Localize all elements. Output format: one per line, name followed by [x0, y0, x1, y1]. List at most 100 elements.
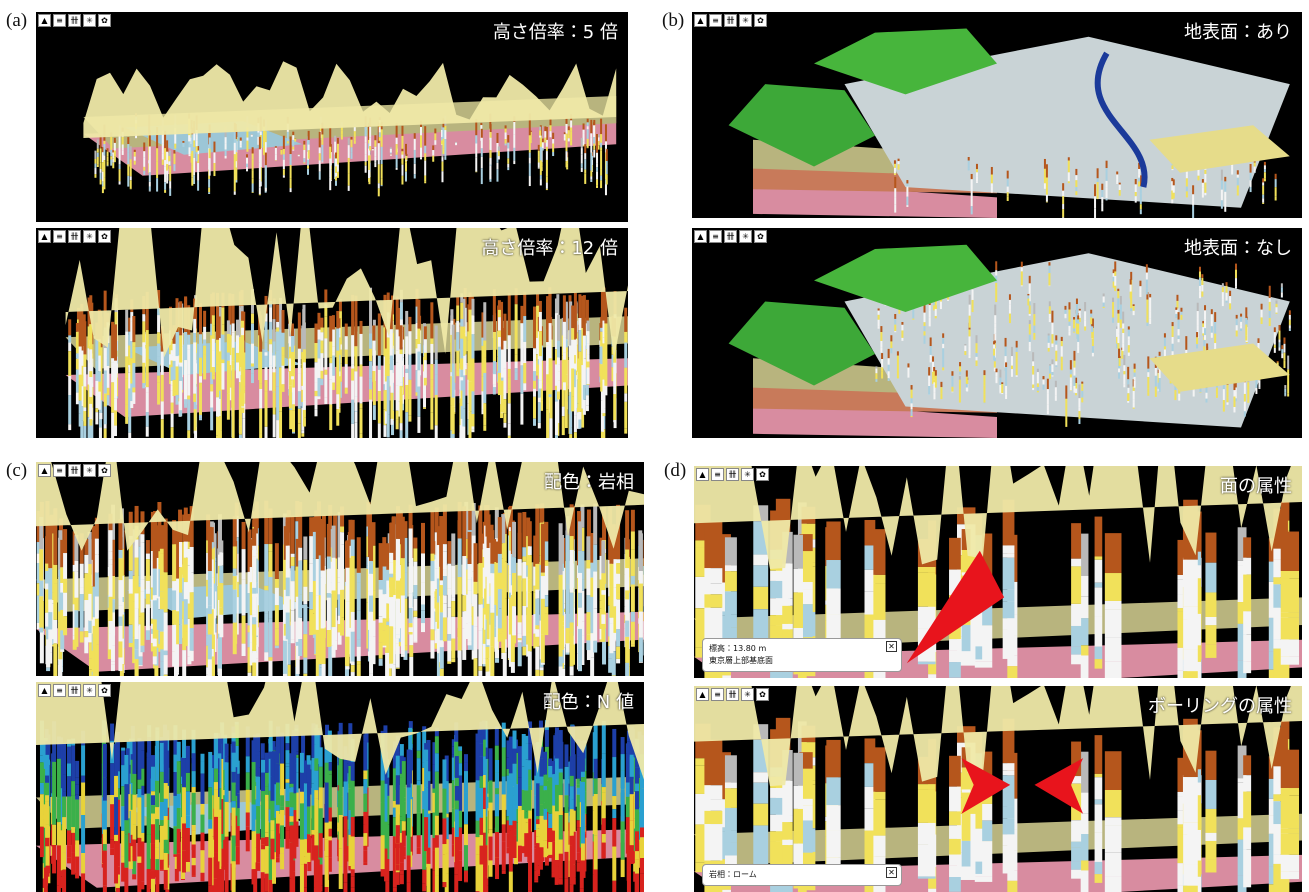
tool-button[interactable]: 卌 [724, 230, 737, 243]
viewport[interactable]: 地表面：あり ▲≡卌✳✿ [692, 12, 1302, 218]
boring-segment [440, 669, 444, 676]
boring-segment [587, 321, 590, 332]
boring-segment [125, 310, 128, 332]
boring-segment [583, 133, 585, 141]
boring-segment [287, 141, 289, 143]
boring-segment [227, 334, 230, 353]
tool-button[interactable]: ▲ [38, 230, 51, 243]
tool-button[interactable]: ▲ [694, 230, 707, 243]
boring-segment [566, 643, 570, 652]
boring-segment [324, 375, 327, 398]
boring-segment [417, 847, 421, 854]
tool-button[interactable]: ✿ [754, 230, 767, 243]
boring-segment [401, 126, 403, 136]
boring-segment [557, 371, 560, 380]
boring-segment [498, 310, 501, 317]
tool-button[interactable]: ✿ [98, 14, 111, 27]
boring-segment [581, 164, 583, 168]
boring-segment [590, 137, 592, 153]
tool-button[interactable]: ✳ [83, 464, 96, 477]
tool-button[interactable]: ✿ [98, 230, 111, 243]
boring-segment [452, 376, 455, 397]
boring-segment [1068, 181, 1070, 183]
tool-button[interactable]: ▲ [38, 464, 51, 477]
viewport[interactable]: 配色：N 値 ▲≡卌✳✿ [36, 682, 644, 892]
boring-segment [175, 356, 178, 366]
boring-segment [160, 535, 164, 549]
tool-button[interactable]: ✳ [739, 230, 752, 243]
tool-button[interactable]: ≡ [709, 14, 722, 27]
boring-segment [213, 171, 215, 176]
tool-button[interactable]: ≡ [53, 464, 66, 477]
boring-segment [1032, 361, 1034, 366]
boring-segment [97, 149, 99, 153]
boring-segment [522, 636, 526, 647]
boring-segment [1114, 286, 1116, 291]
viewport[interactable]: 配色：岩相 ▲≡卌✳✿ [36, 462, 644, 676]
boring-segment [208, 588, 212, 606]
boring-segment [348, 158, 350, 174]
tool-button[interactable]: ≡ [709, 230, 722, 243]
boring-segment [424, 353, 427, 360]
viewport[interactable]: 高さ倍率：5 倍 ▲≡卌✳✿ [36, 12, 628, 222]
boring-segment [329, 154, 331, 159]
tool-button[interactable]: ✳ [739, 14, 752, 27]
tool-button[interactable]: ≡ [53, 14, 66, 27]
boring-segment [184, 399, 187, 408]
boring-segment [1117, 334, 1119, 343]
boring-segment [84, 573, 88, 600]
boring-segment [265, 322, 268, 342]
boring-segment [128, 414, 131, 433]
tool-button[interactable]: 卌 [68, 230, 81, 243]
boring-segment [156, 178, 158, 191]
boring-segment [1281, 287, 1283, 292]
boring-segment [309, 517, 313, 536]
tool-button[interactable]: ✳ [83, 14, 96, 27]
boring-segment [132, 874, 136, 879]
boring-segment [146, 412, 149, 427]
boring-segment [523, 383, 526, 390]
boring-segment [129, 643, 133, 647]
tool-button[interactable]: ▲ [38, 14, 51, 27]
boring-segment [389, 626, 393, 663]
tool-button[interactable]: ✿ [98, 464, 111, 477]
boring-segment [335, 153, 337, 159]
boring-segment [1048, 262, 1050, 265]
tool-button[interactable]: 卌 [68, 14, 81, 27]
boring-segment [570, 573, 574, 592]
boring-segment [332, 352, 335, 356]
boring-segment [53, 643, 57, 676]
boring-segment [897, 371, 899, 376]
boring-segment [275, 148, 277, 154]
tool-button[interactable]: ✳ [83, 230, 96, 243]
boring-segment [76, 392, 79, 404]
boring-segment [111, 322, 114, 358]
tool-button[interactable]: ✿ [754, 14, 767, 27]
tool-button[interactable]: ▲ [694, 14, 707, 27]
tool-button[interactable]: 卌 [724, 14, 737, 27]
boring-segment [119, 558, 123, 573]
tool-button[interactable]: 卌 [68, 464, 81, 477]
boring-segment [507, 152, 509, 159]
boring-segment [162, 153, 164, 160]
boring-segment [233, 569, 237, 577]
boring-segment [995, 376, 997, 382]
tool-button[interactable]: ≡ [53, 230, 66, 243]
boring-segment [1048, 336, 1050, 343]
boring-segment [232, 360, 235, 368]
boring-segment [929, 317, 931, 326]
boring-segment [880, 341, 882, 347]
boring-segment [424, 182, 426, 184]
viewport[interactable]: 高さ倍率：12 倍 ▲≡卌✳✿ [36, 228, 628, 438]
boring-segment [456, 332, 459, 351]
boring-segment [232, 389, 235, 412]
boring-segment [600, 134, 602, 143]
boring-segment [134, 157, 136, 161]
boring-segment [1097, 192, 1099, 199]
boring-segment [1204, 183, 1206, 193]
boring-segment [314, 391, 317, 396]
boring-segment [53, 620, 57, 643]
boring-segment [80, 587, 84, 594]
boring-segment [184, 360, 187, 373]
viewport[interactable]: 地表面：なし ▲≡卌✳✿ [692, 228, 1302, 438]
